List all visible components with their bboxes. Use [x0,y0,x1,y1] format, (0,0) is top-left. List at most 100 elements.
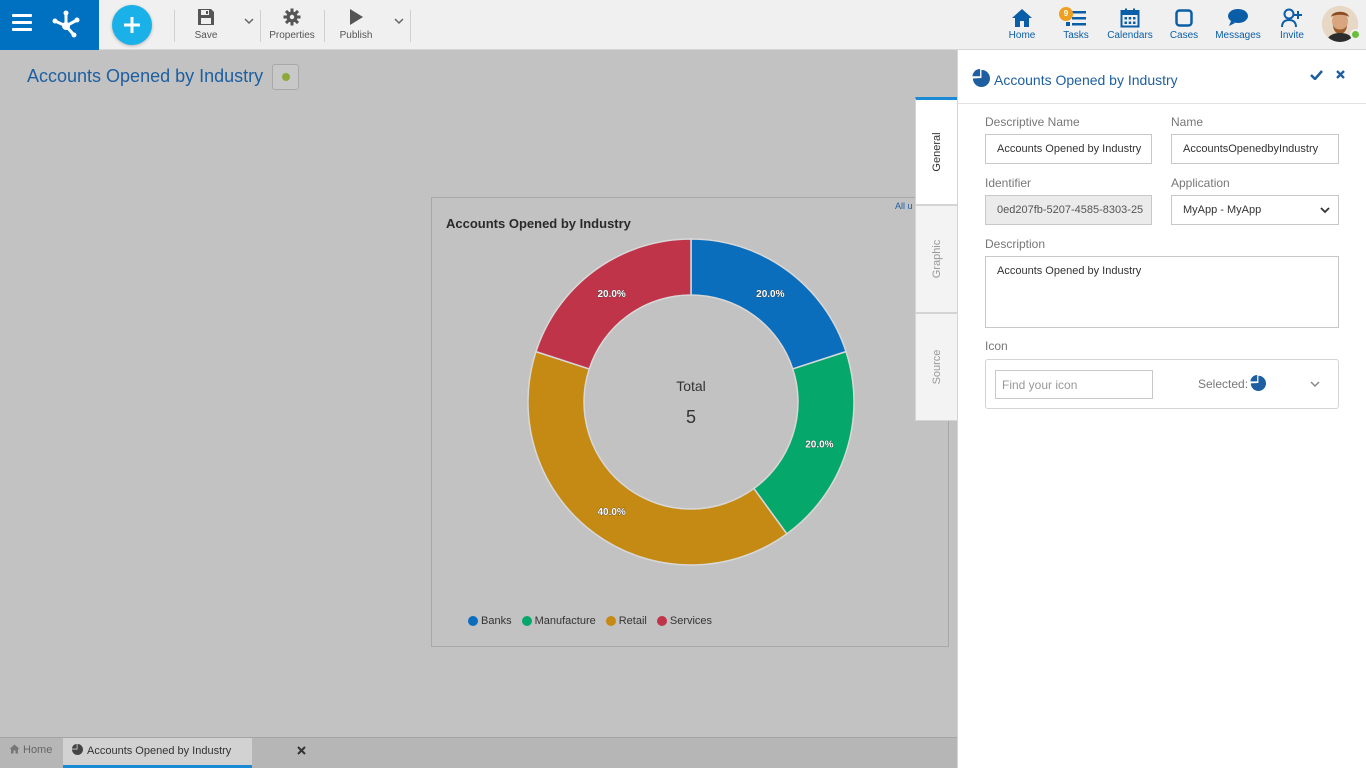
name-label: Name [1171,115,1204,129]
name-input[interactable]: AccountsOpenedbyIndustry [1171,134,1339,164]
donut-slice-banks[interactable] [690,238,847,370]
confirm-check-icon[interactable] [1310,69,1323,80]
tab-source[interactable]: Source [915,313,957,421]
page-title: Accounts Opened by Industry [27,66,264,86]
pie-chart-icon [972,69,990,87]
online-status-dot [1350,29,1361,40]
logo-icon[interactable] [50,8,82,40]
close-tab-icon[interactable] [297,746,306,755]
chart-title: Accounts Opened by Industry [446,216,631,231]
nav-invite[interactable]: Invite [1276,6,1308,46]
identifier-field: 0ed207fb-5207-4585-8303-25 [985,195,1152,225]
description-label: Description [985,237,1046,251]
legend-dot-icon [656,616,667,626]
legend-dot-icon [521,616,532,626]
publish-options-chevron-icon[interactable] [394,17,404,25]
tab-graphic[interactable]: Graphic [915,205,957,313]
descriptive-name-label: Descriptive Name [985,115,1080,129]
legend-item-retail[interactable]: Retail [605,615,647,627]
slice-percent-label: 20.0% [597,289,625,300]
nav-calendars[interactable]: Calendars [1107,6,1153,46]
toolbar-divider [324,10,325,42]
tab-home[interactable]: Home [0,738,62,768]
icon-search-input[interactable]: Find your icon [995,370,1153,399]
identifier-label: Identifier [985,176,1032,190]
nav-calendars-label: Calendars [1107,30,1153,41]
icon-picker-chevron-icon[interactable] [1310,380,1320,388]
description-textarea[interactable]: Accounts Opened by Industry [985,256,1339,328]
tab-current-chart[interactable]: Accounts Opened by Industry [63,738,306,768]
close-panel-icon[interactable] [1336,70,1345,79]
slice-percent-label: 40.0% [597,507,625,518]
publish-label: Publish [339,30,373,41]
nav-cases[interactable]: Cases [1168,6,1200,46]
application-select-value: MyApp - MyApp [1183,204,1262,216]
messages-icon [1228,9,1248,26]
application-select[interactable]: MyApp - MyApp [1171,195,1339,225]
properties-button[interactable]: Properties [266,6,318,44]
nav-tasks-label: Tasks [1063,30,1089,41]
save-icon [198,9,214,25]
descriptive-name-input[interactable]: Accounts Opened by Industry [985,134,1152,164]
nav-messages-label: Messages [1215,30,1261,41]
bottom-tab-bar: Home Accounts Opened by Industry [0,737,957,768]
legend-item-banks[interactable]: Banks [468,615,512,627]
icon-label: Icon [985,339,1008,353]
legend-item-manufacture[interactable]: Manufacture [521,615,596,627]
status-toggle-button[interactable] [272,64,299,90]
donut-slice-manufacture[interactable] [752,350,855,535]
nav-home[interactable]: Home [1006,6,1038,46]
brand-area [0,0,99,50]
application-label: Application [1171,176,1230,190]
tab-general-label: General [930,132,943,172]
toolbar-divider [260,10,261,42]
legend-label: Manufacture [534,615,596,627]
tasks-count-badge: 9 [1059,7,1073,21]
nav-messages[interactable]: Messages [1215,6,1261,46]
donut-chart: 20.0% 20.0% 40.0% 20.0% Total 5 [527,238,855,566]
slice-percent-label: 20.0% [805,440,833,451]
tab-home-label: Home [23,744,53,756]
panel-title: Accounts Opened by Industry [994,72,1178,88]
home-icon [1012,9,1032,27]
save-button[interactable]: Save [186,6,226,44]
save-options-chevron-icon[interactable] [244,17,254,25]
chart-card: 20.0% 20.0% 40.0% 20.0% Total 5 Accounts Open… [431,197,949,647]
legend-item-services[interactable]: Services [656,615,713,627]
properties-label: Properties [269,30,315,41]
donut-center-label: Total [676,378,706,394]
gear-icon [283,8,301,26]
icon-selected-label: Selected: [1198,377,1249,391]
tab-current-label: Accounts Opened by Industry [87,745,232,757]
donut-slice-retail[interactable] [527,350,788,566]
pie-chart-icon [1250,375,1266,391]
tab-general[interactable]: General [915,97,957,205]
save-label: Save [194,30,218,41]
calendar-icon [1120,8,1140,28]
nav-home-label: Home [1008,30,1036,41]
legend-label: Banks [481,615,512,627]
icon-picker: Find your icon Selected: [985,359,1339,409]
pie-chart-icon [72,744,83,755]
donut-slice-services[interactable] [535,238,692,370]
plus-icon [124,17,140,33]
play-icon [350,9,363,25]
donut-center-value: 5 [686,407,696,427]
nav-cases-label: Cases [1169,30,1199,41]
toolbar-divider [174,10,175,42]
panel-side-tabs: General Graphic Source [915,97,957,421]
legend-dot-icon [468,616,478,626]
legend-dot-icon [605,616,616,626]
toolbar-divider [410,10,411,42]
tab-source-label: Source [930,349,943,385]
add-button[interactable] [112,5,152,45]
chart-legend: Banks Manufacture Retail Services [468,615,712,627]
tab-graphic-label: Graphic [930,239,943,279]
publish-button[interactable]: Publish [336,6,376,44]
home-icon [9,744,20,754]
all-link[interactable]: All u [895,201,913,211]
legend-label: Services [669,615,713,627]
hamburger-menu-icon[interactable] [12,14,32,32]
invite-icon [1281,8,1302,28]
status-dot-icon [282,73,290,81]
